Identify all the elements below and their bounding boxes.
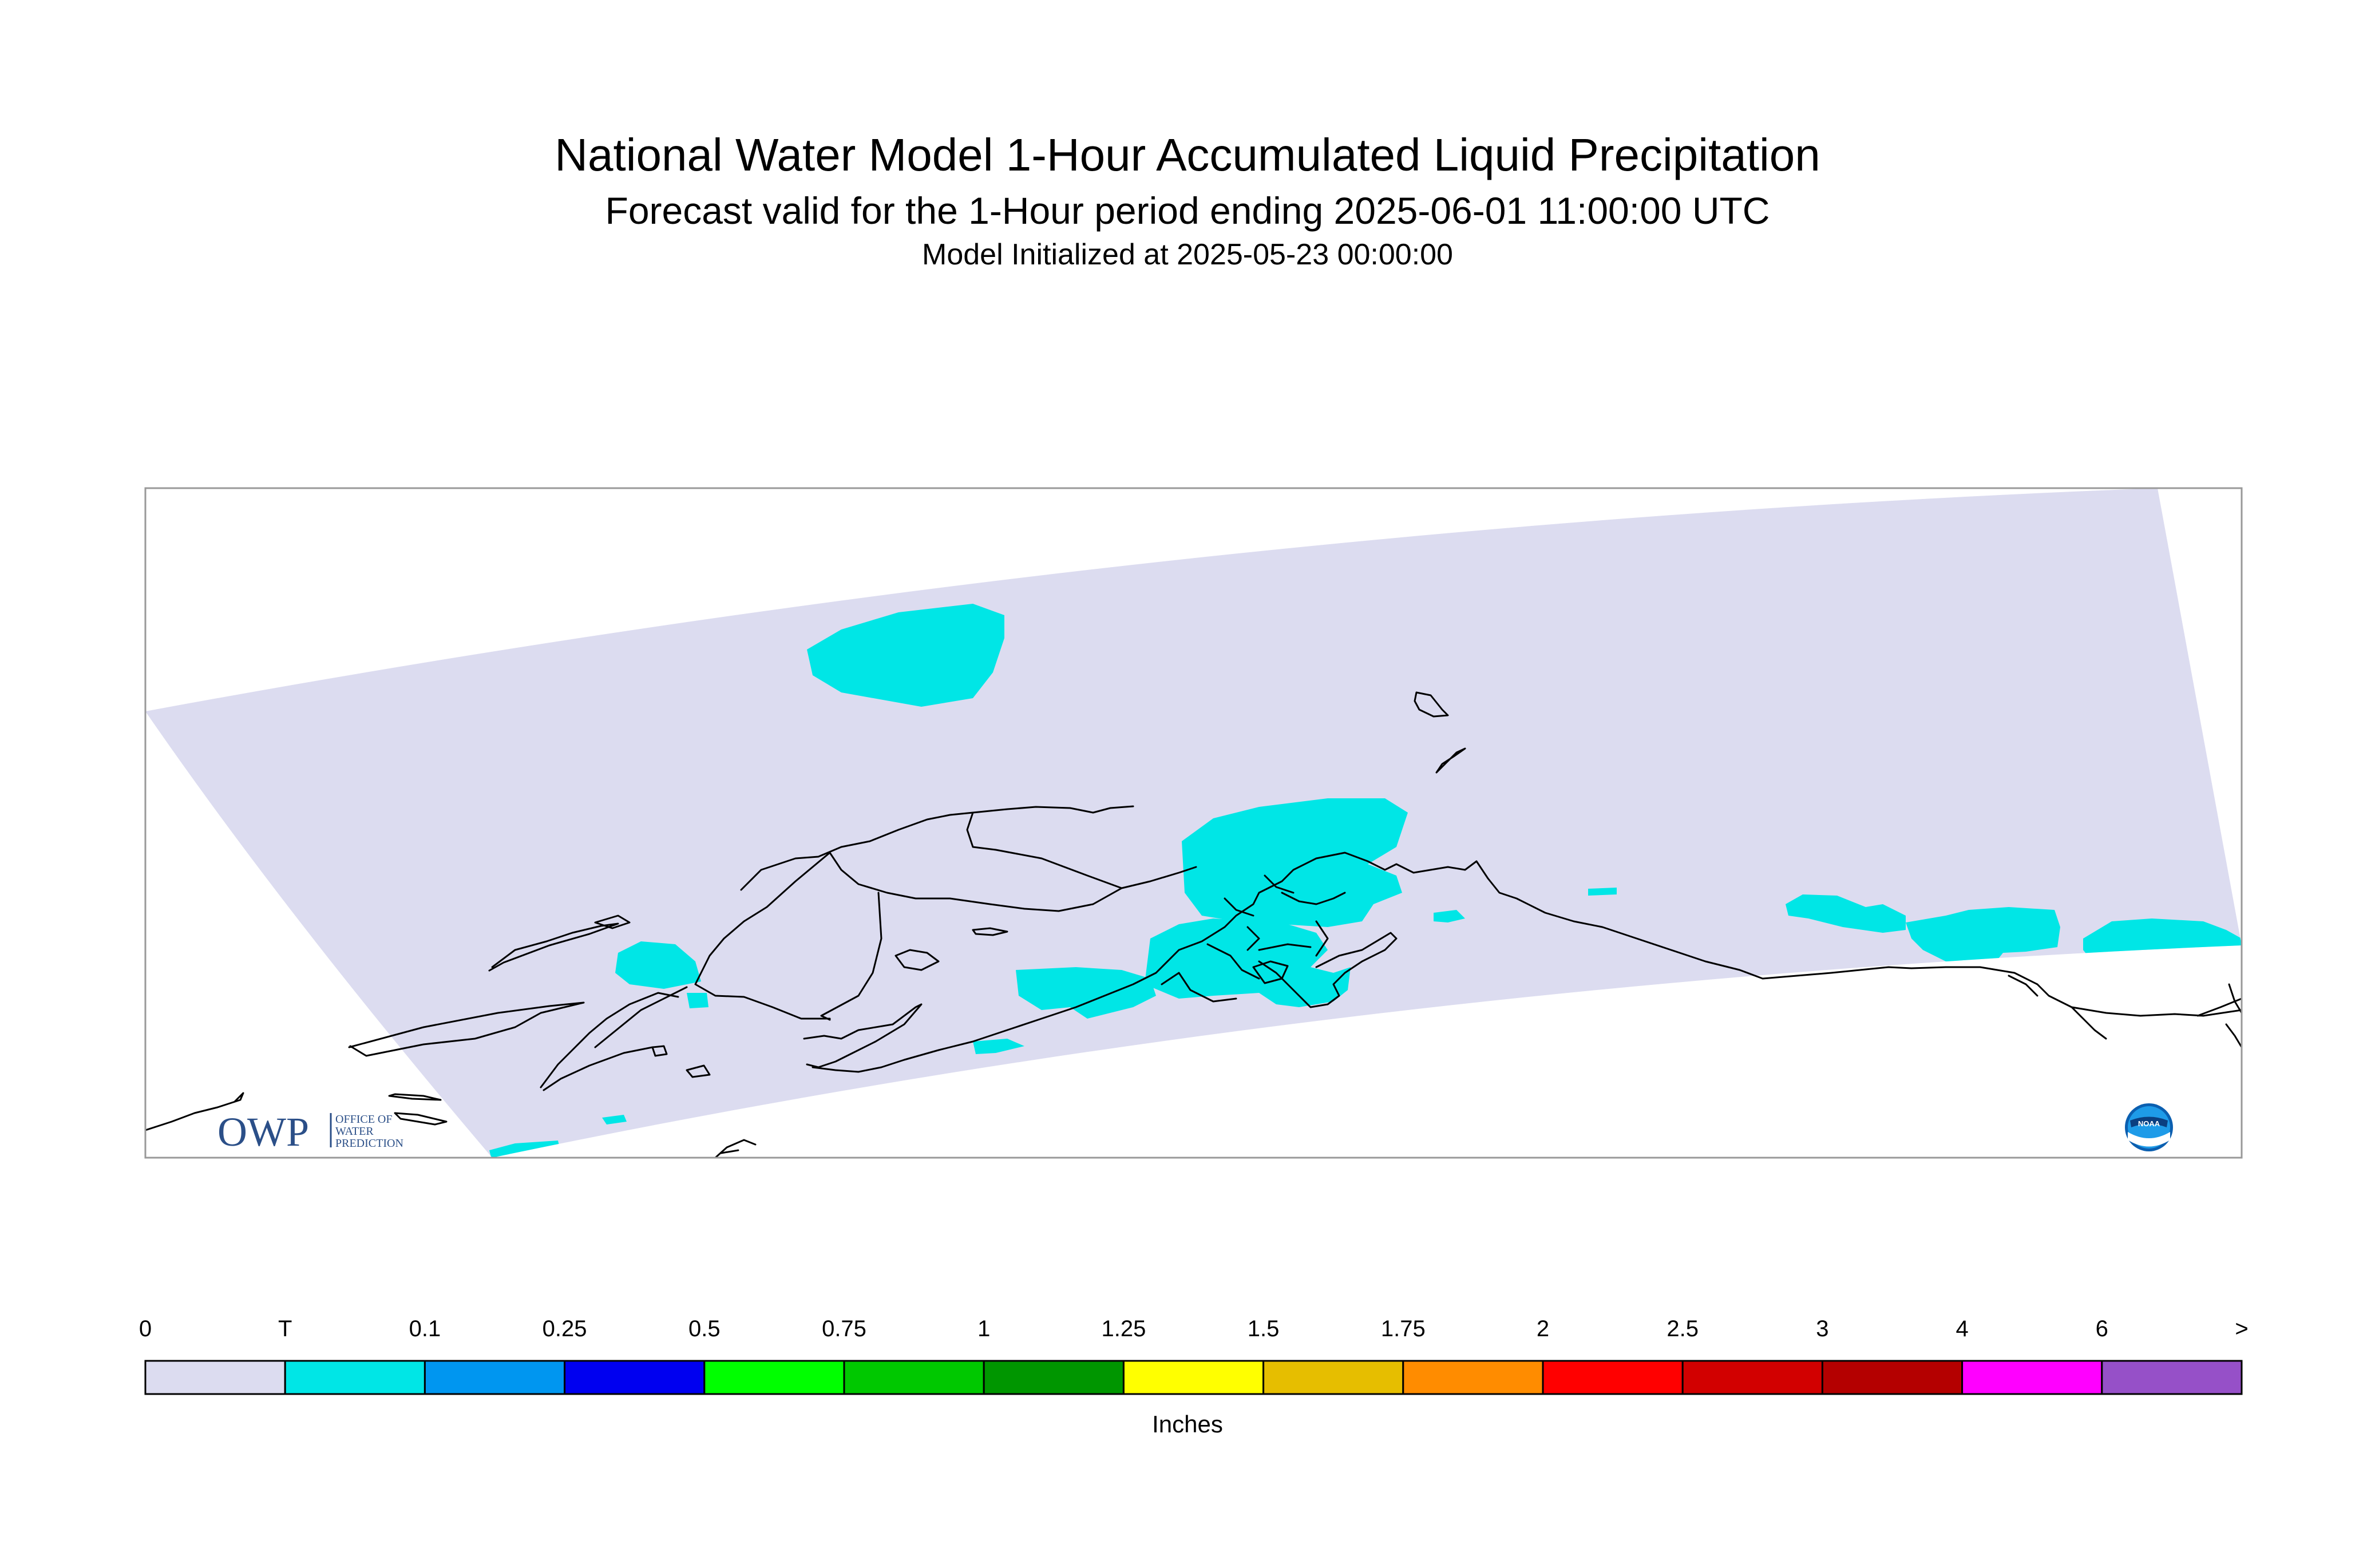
legend-swatch bbox=[703, 1360, 845, 1395]
noaa-logo-text: NOAA bbox=[2138, 1119, 2160, 1128]
island-kodiak bbox=[1252, 960, 1289, 984]
precip-patch-east-2 bbox=[1906, 907, 2060, 968]
legend-units-label: Inches bbox=[1152, 1411, 1223, 1438]
legend-swatch bbox=[564, 1360, 706, 1395]
coastline-far-east bbox=[2225, 983, 2242, 1048]
precip-patch-north bbox=[807, 604, 1004, 707]
legend-tick-label: 1 bbox=[977, 1316, 991, 1341]
forecast-period-subtitle: Forecast valid for the 1-Hour period end… bbox=[605, 189, 1770, 232]
legend-swatch bbox=[1262, 1360, 1404, 1395]
precip-patch-east-1 bbox=[1786, 894, 1906, 933]
coastline-mainland bbox=[348, 805, 2242, 1091]
legend-tick-label: 0.75 bbox=[822, 1316, 866, 1341]
island-small-1 bbox=[972, 927, 1008, 936]
coastline-southwest bbox=[145, 1092, 757, 1158]
legend-tick-label: 0.25 bbox=[542, 1316, 587, 1341]
legend-tick-label: T bbox=[278, 1316, 292, 1341]
legend-swatch bbox=[1821, 1360, 1964, 1395]
precip-patch-tiny-mid bbox=[1588, 888, 1617, 896]
legend-tick-label: 3 bbox=[1816, 1316, 1829, 1341]
precip-patch-east-3 bbox=[2083, 918, 2242, 974]
owp-logo-line-1: OFFICE OF bbox=[335, 1113, 392, 1126]
island-south-1 bbox=[651, 1045, 668, 1057]
owp-logo: OWP OFFICE OF WATER PREDICTION bbox=[217, 1109, 403, 1155]
legend-tick-label: 0.1 bbox=[409, 1316, 441, 1341]
model-init-subtitle: Model Initialized at 2025-05-23 00:00:00 bbox=[922, 238, 1453, 271]
owp-logo-line-2: WATER bbox=[335, 1125, 374, 1138]
precip-patch-west-small bbox=[687, 993, 708, 1008]
model-domain bbox=[145, 488, 2242, 1158]
owp-logo-letters: OWP bbox=[217, 1109, 309, 1155]
precip-patch-small-mid bbox=[1434, 910, 1465, 922]
legend-tick-label: 1.75 bbox=[1380, 1316, 1426, 1341]
legend-swatch bbox=[1961, 1360, 2103, 1395]
legend-tick-label: 0.5 bbox=[688, 1316, 721, 1341]
legend-swatch bbox=[144, 1360, 286, 1395]
legend-tick-label: 2.5 bbox=[1667, 1316, 1699, 1341]
precip-patch-central-upper bbox=[1182, 798, 1408, 927]
legend-tick-label: 6 bbox=[2095, 1316, 2108, 1341]
legend-swatch bbox=[1542, 1360, 1684, 1395]
legend-swatch bbox=[2101, 1360, 2243, 1395]
legend-swatch bbox=[1122, 1360, 1265, 1395]
island-north-2 bbox=[1435, 747, 1466, 774]
precip-patch-southwest-tiny bbox=[602, 1115, 627, 1124]
legend-swatch bbox=[423, 1360, 566, 1395]
legend-swatch bbox=[843, 1360, 985, 1395]
precip-patch-west bbox=[615, 941, 701, 989]
precip-patch-central-lower bbox=[1145, 918, 1351, 1007]
legend-swatch bbox=[1402, 1360, 1544, 1395]
map-title: National Water Model 1-Hour Accumulated … bbox=[555, 129, 1820, 180]
map-frame bbox=[144, 487, 2243, 1159]
legend-colorbar bbox=[144, 1360, 2243, 1395]
legend-swatch bbox=[1681, 1360, 1823, 1395]
legend-swatch bbox=[284, 1360, 426, 1395]
island-nunivak bbox=[894, 949, 940, 971]
precip-patch-aleutian bbox=[973, 1039, 1024, 1054]
legend-tick-label: 0 bbox=[138, 1316, 152, 1341]
precip-patch-peninsula bbox=[1016, 967, 1156, 1019]
legend-tick-label: 1.25 bbox=[1101, 1316, 1146, 1341]
island-saint-lawrence bbox=[594, 914, 631, 929]
legend-tick-label: 1.5 bbox=[1247, 1316, 1280, 1341]
owp-logo-line-3: PREDICTION bbox=[335, 1137, 403, 1150]
legend-swatch bbox=[983, 1360, 1125, 1395]
island-south-2 bbox=[686, 1064, 711, 1078]
island-north-1 bbox=[1414, 691, 1449, 718]
legend-tick-label: 2 bbox=[1536, 1316, 1550, 1341]
noaa-logo: NOAA bbox=[2125, 1103, 2173, 1151]
legend-tick-label: > bbox=[2235, 1316, 2249, 1341]
legend-tick-label: 4 bbox=[1956, 1316, 1969, 1341]
